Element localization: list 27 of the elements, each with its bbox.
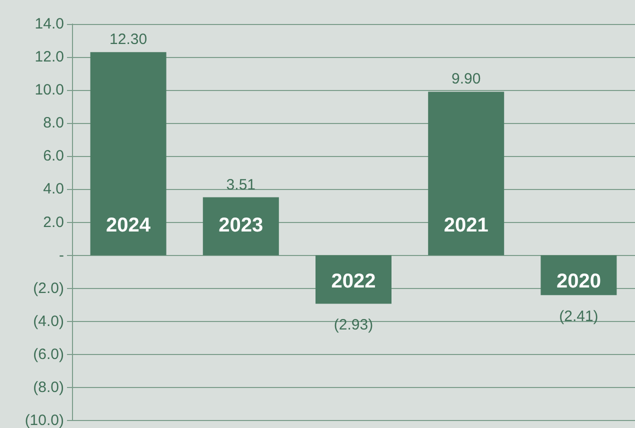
y-tick-label: 2.0 (43, 214, 64, 231)
y-tick-label: 10.0 (34, 82, 64, 99)
bar (316, 255, 392, 304)
data-label: 9.90 (452, 70, 481, 88)
y-tick-label: (2.0) (33, 280, 64, 297)
y-tick-label: (6.0) (33, 346, 64, 363)
bar (428, 92, 504, 256)
y-tick-label: (4.0) (33, 312, 64, 330)
y-tick-label: 12.0 (34, 48, 64, 66)
data-label: 12.30 (110, 31, 148, 48)
x-tick-label: 2024 (106, 214, 152, 236)
x-tick-label: 2021 (444, 214, 488, 236)
x-tick-label: 2023 (218, 214, 264, 236)
bar (90, 52, 166, 256)
data-label: (2.41) (559, 308, 598, 326)
y-tick-label: (8.0) (33, 378, 64, 396)
y-tick-label: - (59, 246, 64, 264)
data-label: (2.93) (334, 316, 374, 334)
x-tick-label: 2020 (556, 270, 601, 292)
y-tick-label: (10.0) (24, 412, 64, 428)
bar (202, 197, 279, 256)
y-tick-label: 8.0 (43, 114, 64, 132)
y-tick-label: 14.0 (34, 16, 64, 32)
data-label: 3.51 (226, 176, 256, 194)
x-tick-label: 2022 (331, 270, 376, 292)
y-tick-label: 4.0 (43, 180, 64, 198)
y-tick-label: 6.0 (43, 148, 64, 165)
